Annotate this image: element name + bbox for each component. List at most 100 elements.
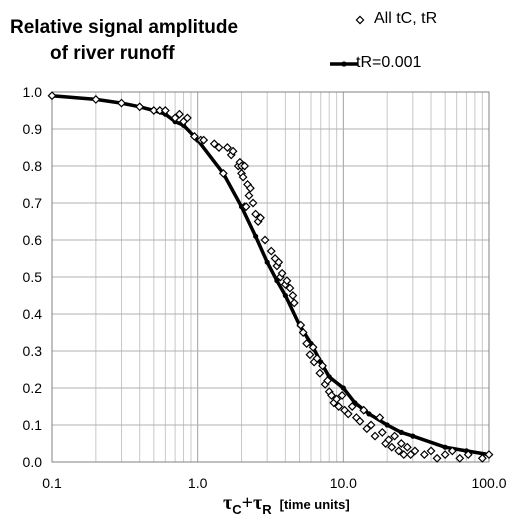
legend-label-line: tR=0.001 xyxy=(356,54,422,71)
line-point xyxy=(366,411,372,417)
scatter-point xyxy=(248,198,258,208)
series-scatter-group xyxy=(47,91,494,463)
plot-area-frame xyxy=(51,91,490,463)
scatter-point xyxy=(149,106,159,115)
scatter-point xyxy=(302,339,312,349)
x-label-sub-2: R xyxy=(262,502,272,517)
scatter-point xyxy=(170,113,180,123)
scatter-point xyxy=(396,439,406,448)
scatter-point xyxy=(337,390,347,400)
scatter-point xyxy=(298,328,308,337)
scatter-point xyxy=(394,446,404,456)
y-tick-label: 0.6 xyxy=(23,232,43,248)
scatter-point xyxy=(484,450,494,460)
scatter-point xyxy=(370,431,380,441)
scatter-point xyxy=(305,350,315,360)
y-tick-label: 0.3 xyxy=(23,343,43,359)
scatter-point xyxy=(240,161,250,171)
scatter-point xyxy=(245,183,255,193)
scatter-point xyxy=(244,191,254,201)
scatter-point xyxy=(228,146,238,156)
scatter-point xyxy=(315,368,325,378)
tick-labels: 0.0 0.1 0.2 0.3 0.4 0.5 0.6 0.7 0.8 0.9 1.0 0.1 1.0 1… xyxy=(23,84,507,491)
scatter-point xyxy=(387,442,397,452)
scatter-point xyxy=(296,320,306,330)
scatter-point xyxy=(218,168,228,178)
y-tick-label: 0.0 xyxy=(23,454,43,470)
y-tick-label: 0.5 xyxy=(23,269,43,285)
chart-title-line-1: Relative signal amplitude xyxy=(10,17,239,38)
scatter-point xyxy=(135,102,145,112)
chart-title-line-2: of river runoff xyxy=(50,43,175,64)
scatter-point xyxy=(199,135,209,145)
scatter-point xyxy=(359,405,369,415)
x-tick-label: 10.0 xyxy=(330,475,357,491)
y-tick-label: 0.2 xyxy=(23,380,43,396)
scatter-point xyxy=(274,257,284,267)
scatter-point xyxy=(375,413,385,423)
y-tick-label: 0.8 xyxy=(23,158,43,174)
scatter-point xyxy=(256,213,265,223)
line-point xyxy=(264,259,270,265)
scatter-point xyxy=(241,202,251,212)
x-tick-label: 1.0 xyxy=(188,475,208,491)
scatter-point xyxy=(426,446,436,456)
scatter-point xyxy=(222,143,232,152)
scatter-point xyxy=(238,172,248,182)
line-point xyxy=(398,429,404,435)
scatter-point xyxy=(209,139,219,149)
scatter-point xyxy=(366,420,376,430)
scatter-point xyxy=(285,283,295,293)
scatter-point xyxy=(189,131,199,141)
scatter-point xyxy=(447,446,457,456)
scatter-point xyxy=(402,442,412,452)
scatter-point xyxy=(214,143,224,152)
scatter-point xyxy=(384,435,394,445)
line-point xyxy=(282,292,288,299)
y-tick-label: 0.1 xyxy=(23,417,43,433)
line-point xyxy=(410,433,416,439)
scatter-point xyxy=(410,446,420,456)
y-tick-label: 1.0 xyxy=(23,84,43,100)
legend-marker-diamond xyxy=(355,15,365,25)
x-label-units: [time units] xyxy=(279,497,350,512)
scatter-point xyxy=(419,450,429,460)
scatter-point xyxy=(47,91,57,101)
scatter-point xyxy=(327,390,336,400)
scatter-point xyxy=(91,94,101,104)
y-tick-label: 0.9 xyxy=(23,121,43,137)
scatter-point xyxy=(160,106,170,115)
scatter-point xyxy=(332,394,342,404)
series-line-group xyxy=(49,93,492,458)
x-label-symbol-1: τ xyxy=(223,492,233,514)
scatter-point xyxy=(390,431,400,441)
scatter-point xyxy=(251,209,261,219)
scatter-point xyxy=(308,342,318,352)
scatter-point xyxy=(282,276,292,286)
line-point xyxy=(253,233,259,239)
x-label-plus: + xyxy=(241,492,254,514)
scatter-point xyxy=(175,109,184,119)
legend-marker-line-dot xyxy=(341,61,347,67)
scatter-point xyxy=(432,453,442,463)
legend-marks xyxy=(330,15,365,67)
scatter-point xyxy=(289,298,299,308)
scatter-point xyxy=(117,98,126,108)
scatter-point xyxy=(323,376,333,386)
scatter-point xyxy=(355,416,365,426)
x-tick-label: 100.0 xyxy=(471,475,506,491)
legend-label-scatter: All tC, tR xyxy=(374,10,438,27)
scatter-point xyxy=(477,453,487,463)
scatter-point xyxy=(266,246,276,256)
gridlines xyxy=(52,92,489,462)
scatter-point xyxy=(463,450,473,460)
x-label-symbol-2: τ xyxy=(253,492,263,514)
scatter-point xyxy=(318,361,327,371)
line-point xyxy=(442,444,448,450)
x-tick-label: 0.1 xyxy=(42,475,62,491)
y-tick-label: 0.4 xyxy=(23,306,43,322)
scatter-point xyxy=(260,235,270,245)
x-axis-label: τC+τR [time units] xyxy=(223,492,350,517)
